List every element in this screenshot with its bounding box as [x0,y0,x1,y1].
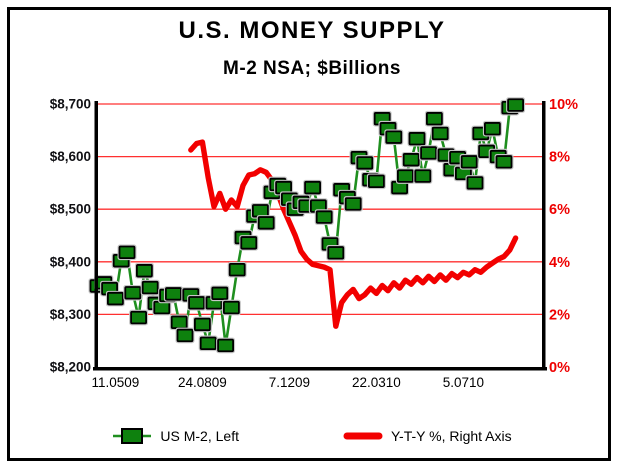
outer-border [7,7,611,461]
left-axis-labels: $8,700 $8,600 $8,500 $8,400 $8,300 $8,200 [50,97,91,375]
svg-text:10%: 10% [549,97,578,113]
svg-text:24.0809: 24.0809 [178,375,227,390]
svg-text:7.1209: 7.1209 [269,375,310,390]
yty-series [188,139,519,329]
svg-text:22.0310: 22.0310 [352,375,401,390]
chart-title: U.S. MONEY SUPPLY [178,17,446,44]
svg-text:0%: 0% [549,360,570,376]
axes [93,101,547,371]
svg-text:$8,200: $8,200 [50,360,91,375]
right-axis-labels: 10% 8% 6% 4% 2% 0% [549,97,578,376]
svg-text:$8,500: $8,500 [50,202,91,217]
legend-item-yty: Y-T-Y %, Right Axis [343,428,512,444]
svg-text:$8,300: $8,300 [50,307,91,322]
svg-text:8%: 8% [549,150,570,166]
x-axis-labels: 11.0509 24.0809 7.1209 22.0310 5.0710 [91,375,484,390]
m2-series-marker-icon [113,428,152,444]
svg-text:5.0710: 5.0710 [443,375,484,390]
m2-series-markers [88,97,526,354]
svg-text:4%: 4% [549,255,570,271]
legend-label-yty: Y-T-Y %, Right Axis [390,428,512,444]
svg-text:$8,400: $8,400 [50,254,91,269]
svg-text:6%: 6% [549,202,570,218]
legend-item-m2: US M-2, Left [112,427,239,445]
svg-text:2%: 2% [549,307,570,323]
svg-text:11.0509: 11.0509 [91,375,139,390]
yty-series-line-icon [343,432,383,440]
legend-label-m2: US M-2, Left [160,428,239,444]
svg-text:$8,600: $8,600 [50,149,91,164]
chart-subtitle: M-2 NSA; $Billions [223,58,401,79]
svg-text:$8,700: $8,700 [50,97,91,112]
chart-legend: US M-2, Left Y-T-Y %, Right Axis [0,422,624,450]
gridlines [98,103,542,316]
